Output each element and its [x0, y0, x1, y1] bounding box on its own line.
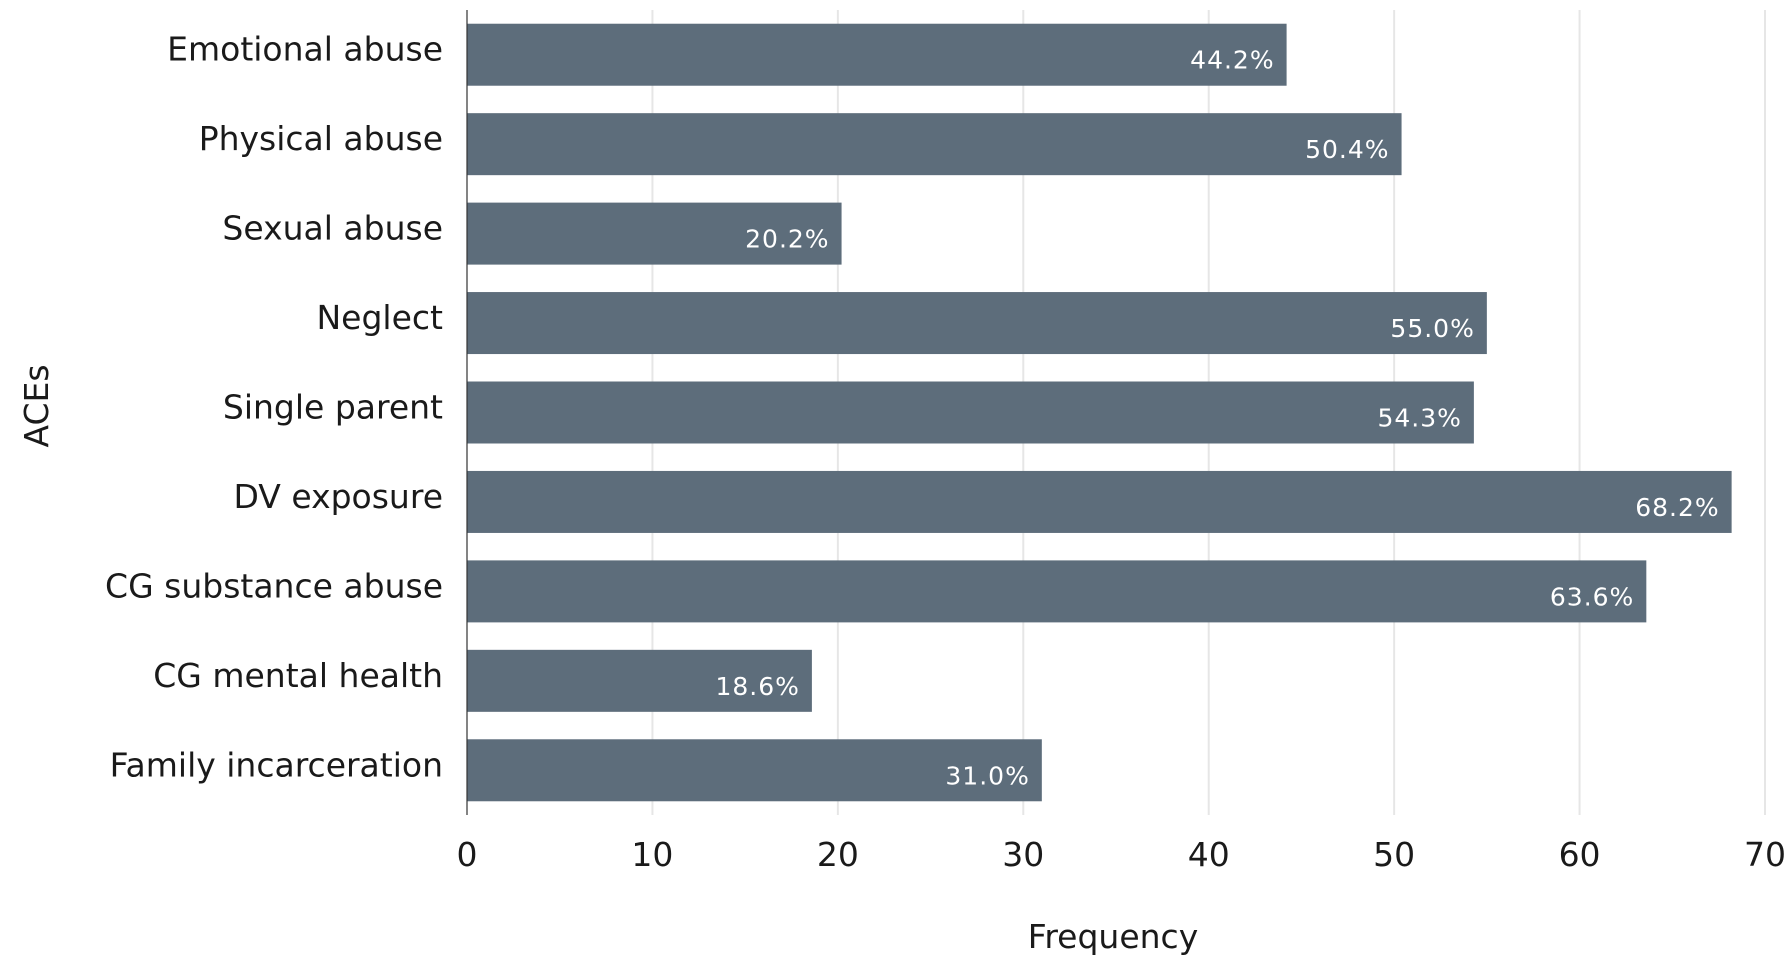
- x-tick-label: 40: [1188, 835, 1230, 874]
- bar-value-label: 54.3%: [1377, 404, 1461, 433]
- category-label: CG substance abuse: [105, 566, 443, 605]
- x-axis-title: Frequency: [1028, 917, 1198, 956]
- category-label: CG mental health: [153, 656, 443, 695]
- bar-value-label: 20.2%: [745, 225, 829, 254]
- bar-value-label: 63.6%: [1550, 582, 1634, 611]
- x-tick-label: 0: [457, 835, 478, 874]
- bar: [467, 739, 1042, 802]
- x-tick-label: 10: [631, 835, 673, 874]
- bar: [467, 649, 812, 712]
- category-label: DV exposure: [233, 477, 443, 516]
- category-label: Emotional abuse: [167, 30, 443, 69]
- bar: [467, 470, 1732, 533]
- x-tick-label: 50: [1373, 835, 1415, 874]
- bar: [467, 381, 1474, 444]
- x-tick-labels: 0 10 20 30 40 50 60 70: [457, 835, 1787, 874]
- x-tick-label: 20: [817, 835, 859, 874]
- bar: [467, 292, 1487, 355]
- category-label: Family incarceration: [110, 745, 443, 784]
- x-tick-label: 70: [1744, 835, 1786, 874]
- bars: 44.2% 50.4% 20.2% 55.0% 54.3% 68.2% 63.6% 18.6%…: [467, 23, 1732, 802]
- bar-value-label: 50.4%: [1305, 135, 1389, 164]
- x-tick-label: 60: [1559, 835, 1601, 874]
- bar-value-label: 68.2%: [1635, 493, 1719, 522]
- bar: [467, 113, 1402, 176]
- category-label: Physical abuse: [199, 119, 443, 158]
- category-label: Sexual abuse: [222, 209, 443, 248]
- bar-value-label: 44.2%: [1190, 46, 1274, 75]
- bar-value-label: 55.0%: [1390, 314, 1474, 343]
- category-labels: Emotional abuse Physical abuse Sexual abus…: [105, 30, 443, 785]
- bar-value-label: 31.0%: [945, 761, 1029, 790]
- category-label: Single parent: [223, 388, 443, 427]
- bar: [467, 23, 1287, 86]
- y-axis-title: ACEs: [17, 364, 56, 447]
- category-label: Neglect: [317, 298, 444, 337]
- bar: [467, 560, 1647, 623]
- x-tick-label: 30: [1002, 835, 1044, 874]
- bar-value-label: 18.6%: [715, 672, 799, 701]
- bar: [467, 202, 842, 265]
